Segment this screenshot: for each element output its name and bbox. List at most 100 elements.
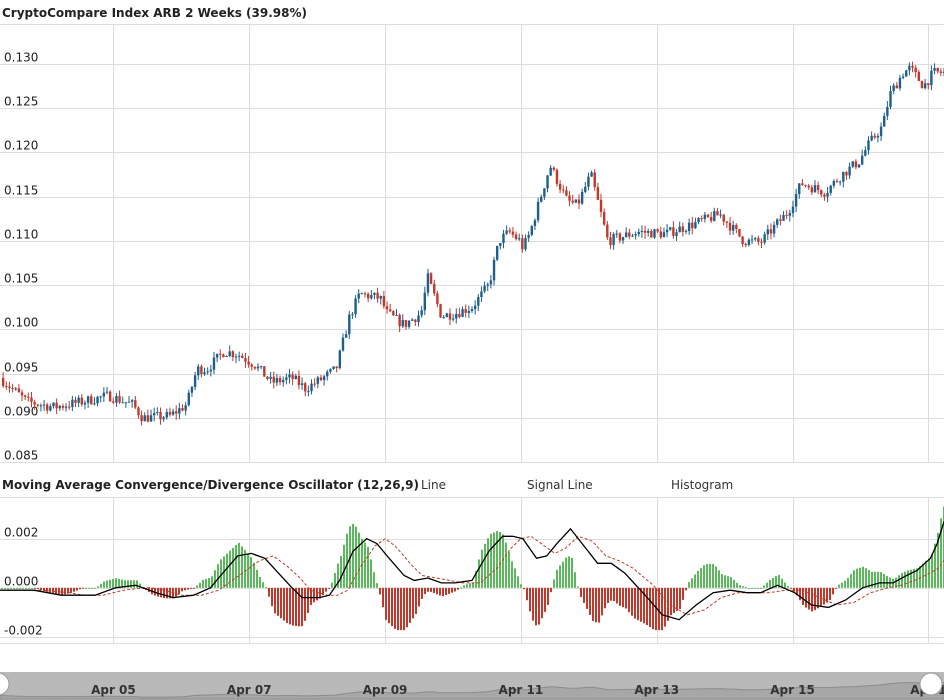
candle[interactable] [876, 133, 880, 143]
macd-line-series[interactable] [0, 521, 944, 621]
candle[interactable] [687, 218, 691, 235]
candle[interactable] [779, 214, 782, 226]
candle[interactable] [376, 287, 379, 303]
candle[interactable] [807, 183, 810, 190]
candle[interactable] [190, 386, 194, 397]
histogram-series[interactable] [1, 506, 944, 631]
candle[interactable] [278, 375, 282, 386]
candle[interactable] [492, 256, 496, 286]
navigator-left-handle[interactable] [0, 672, 10, 696]
candle[interactable] [791, 200, 795, 218]
candle[interactable] [228, 345, 231, 358]
candle[interactable] [857, 164, 861, 169]
candle[interactable] [728, 217, 732, 236]
candle[interactable] [417, 310, 420, 327]
candle[interactable] [39, 403, 43, 412]
candle[interactable] [310, 379, 313, 395]
candle[interactable] [178, 402, 181, 420]
candle[interactable] [860, 149, 864, 166]
candle[interactable] [826, 186, 829, 203]
candle[interactable] [555, 168, 559, 187]
candle[interactable] [612, 232, 615, 250]
candle[interactable] [684, 229, 688, 235]
candle[interactable] [511, 226, 515, 238]
candle[interactable] [477, 293, 480, 312]
candle[interactable] [5, 381, 8, 390]
candle[interactable] [404, 319, 408, 330]
candle[interactable] [250, 363, 253, 371]
candle[interactable] [388, 303, 392, 313]
candle[interactable] [351, 312, 354, 319]
candle[interactable] [842, 171, 845, 188]
candle[interactable] [247, 356, 250, 368]
candle[interactable] [867, 136, 870, 155]
candle[interactable] [429, 272, 433, 285]
candle[interactable] [499, 242, 502, 250]
candle[interactable] [816, 181, 820, 195]
candle[interactable] [914, 65, 917, 78]
candle[interactable] [590, 170, 593, 177]
candle[interactable] [14, 386, 17, 391]
candle[interactable] [703, 211, 707, 223]
candle[interactable] [152, 407, 156, 422]
candle[interactable] [502, 229, 505, 249]
candle[interactable] [713, 207, 716, 222]
candle[interactable] [927, 82, 930, 90]
candle[interactable] [624, 227, 628, 238]
candle[interactable] [193, 371, 197, 391]
candle[interactable] [599, 193, 603, 218]
candle[interactable] [782, 211, 785, 221]
candle[interactable] [558, 180, 562, 194]
candle[interactable] [171, 408, 175, 416]
candle[interactable] [798, 183, 801, 199]
candle[interactable] [483, 281, 486, 294]
candle[interactable] [757, 235, 760, 246]
candle[interactable] [508, 227, 511, 235]
candle[interactable] [93, 397, 96, 406]
candle[interactable] [90, 393, 93, 406]
candle[interactable] [574, 199, 578, 204]
candle[interactable] [886, 101, 889, 121]
candle[interactable] [30, 391, 33, 408]
candle[interactable] [11, 383, 14, 393]
candle[interactable] [653, 228, 656, 240]
candle[interactable] [851, 161, 854, 169]
candle[interactable] [335, 366, 338, 373]
candle[interactable] [933, 63, 936, 75]
candle[interactable] [562, 184, 565, 194]
candle[interactable] [776, 218, 779, 228]
candle[interactable] [870, 131, 873, 142]
candle[interactable] [530, 225, 533, 237]
candle[interactable] [920, 80, 924, 89]
candle[interactable] [200, 364, 203, 378]
candle[interactable] [102, 387, 106, 402]
candle[interactable] [115, 392, 118, 407]
candle[interactable] [889, 85, 892, 110]
candle[interactable] [253, 366, 257, 371]
candle[interactable] [61, 403, 65, 411]
candle[interactable] [319, 374, 323, 382]
candle[interactable] [584, 181, 587, 194]
candle[interactable] [923, 78, 927, 90]
candle[interactable] [313, 378, 316, 388]
candle[interactable] [647, 228, 650, 237]
candle[interactable] [275, 373, 279, 387]
candle[interactable] [769, 223, 773, 240]
candle[interactable] [669, 226, 672, 231]
candle[interactable] [357, 289, 360, 304]
candle[interactable] [165, 408, 168, 420]
candle[interactable] [96, 395, 99, 407]
candle[interactable] [112, 397, 115, 405]
candle[interactable] [587, 172, 590, 191]
candle[interactable] [33, 399, 36, 410]
candle[interactable] [423, 286, 426, 315]
legend-item-line[interactable]: Line [421, 478, 446, 492]
candle[interactable] [719, 209, 722, 219]
candle[interactable] [263, 366, 266, 377]
candle[interactable] [546, 174, 549, 193]
candle[interactable] [678, 221, 681, 233]
candle[interactable] [332, 366, 335, 370]
candle[interactable] [86, 395, 90, 408]
candle[interactable] [360, 292, 364, 295]
